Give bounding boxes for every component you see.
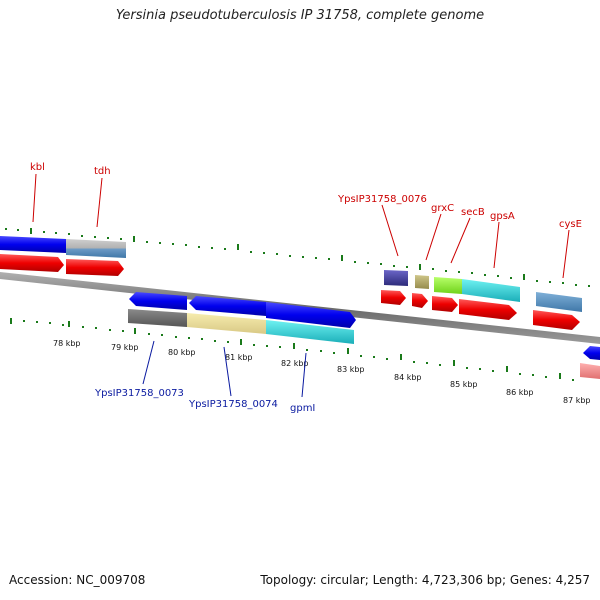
- upper-gene-labels: kbl tdh YpsIP31758_0076 grxC secB gpsA c…: [30, 162, 582, 279]
- lower-tick-row: [10, 318, 574, 381]
- gene-secB-bar[interactable]: [434, 277, 462, 294]
- kbp-label: 85 kbp: [450, 380, 478, 389]
- kbp-label: 87 kbp: [563, 396, 591, 405]
- gene-cysE-bar[interactable]: [536, 292, 582, 312]
- gene-0073-bar[interactable]: [128, 309, 187, 327]
- arrow-lower-right[interactable]: [583, 346, 600, 360]
- arrow-grxC[interactable]: [412, 293, 428, 308]
- kbp-label: 80 kbp: [168, 348, 196, 357]
- kbp-label: 83 kbp: [337, 365, 365, 374]
- gene-0074-bar[interactable]: [187, 313, 266, 334]
- gene-gpmI-bar[interactable]: [266, 320, 354, 344]
- gene-lower-right-bar[interactable]: [580, 363, 600, 379]
- gene-label-kbl[interactable]: kbl: [30, 162, 45, 173]
- upper-strand-arrows: [0, 254, 580, 330]
- kbp-label: 78 kbp: [53, 339, 81, 348]
- gene-label-grxC[interactable]: grxC: [431, 203, 454, 214]
- gene-grxC-bar[interactable]: [415, 275, 429, 289]
- arrow-tdh[interactable]: [66, 259, 124, 276]
- gene-label-gpmI[interactable]: gpmI: [290, 403, 315, 414]
- genome-title: Yersinia pseudotuberculosis IP 31758, co…: [115, 8, 485, 23]
- arrow-0076[interactable]: [381, 290, 406, 305]
- arrow-lower-2[interactable]: [189, 296, 266, 316]
- gene-label-gpsA[interactable]: gpsA: [490, 211, 515, 222]
- upper-strand-genes: [0, 236, 582, 312]
- kbp-label: 84 kbp: [394, 373, 422, 382]
- accession-text: Accession: NC_009708: [9, 573, 146, 587]
- gene-label-0074[interactable]: YpsIP31758_0074: [188, 399, 278, 410]
- kbp-label: 81 kbp: [225, 353, 253, 362]
- upper-tick-row: [5, 228, 590, 287]
- arrow-lower-3[interactable]: [266, 302, 356, 328]
- lower-strand-genes: [128, 292, 600, 379]
- arrow-cysE[interactable]: [533, 310, 580, 330]
- genome-summary-text: Topology: circular; Length: 4,723,306 bp…: [260, 573, 590, 587]
- arrow-gpsA[interactable]: [459, 299, 517, 320]
- arrow-kbl[interactable]: [0, 254, 64, 272]
- arrow-lower-1[interactable]: [129, 292, 187, 310]
- kbp-label: 82 kbp: [281, 359, 309, 368]
- kbp-labels: 78 kbp 79 kbp 80 kbp 81 kbp 82 kbp 83 kb…: [53, 339, 591, 405]
- gene-tdh-bar[interactable]: [66, 239, 126, 258]
- gene-kbl-bar[interactable]: [0, 236, 66, 253]
- gene-label-cysE[interactable]: cysE: [559, 219, 582, 230]
- kbp-label: 79 kbp: [111, 343, 139, 352]
- gene-gpsA-bar[interactable]: [462, 279, 520, 302]
- lower-gene-labels: YpsIP31758_0073 YpsIP31758_0074 gpmI: [94, 340, 315, 414]
- gene-label-0073[interactable]: YpsIP31758_0073: [94, 388, 184, 399]
- gene-label-tdh[interactable]: tdh: [94, 166, 111, 177]
- gene-label-0076[interactable]: YpsIP31758_0076: [337, 194, 427, 205]
- arrow-secB[interactable]: [432, 296, 458, 312]
- gene-label-secB[interactable]: secB: [461, 207, 485, 218]
- gene-0076-bar[interactable]: [384, 270, 408, 286]
- kbp-label: 86 kbp: [506, 388, 534, 397]
